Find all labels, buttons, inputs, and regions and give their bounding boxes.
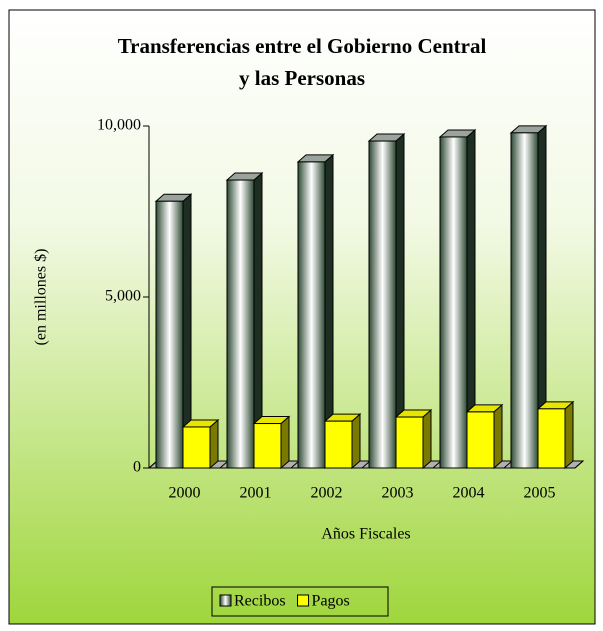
bar-front [439,136,468,469]
legend-swatch [219,594,232,607]
chart-title: Transferencias entre el Gobierno Central [118,34,487,58]
bar [394,408,433,470]
bar [252,415,291,470]
legend-box [211,586,389,617]
x-tick-label: 2000 [169,485,201,502]
x-axis-label: Años Fiscales [321,526,410,543]
bar [536,400,575,470]
x-tick-label: 2001 [240,485,272,502]
bar [323,413,362,470]
y-axis-label: (en millones $) [33,249,50,346]
bar [225,171,264,470]
x-tick-label: 2004 [453,485,485,502]
legend: Recibos Pagos [211,586,389,617]
bar-side [209,418,219,470]
bar-front [510,132,539,469]
y-tick-label: 5,000 [105,288,141,305]
bar [509,124,548,470]
bar-side [564,400,574,470]
bar-front [226,179,255,469]
bar-side [422,408,432,470]
y-tick-label: 10,000 [97,117,141,134]
bar [465,403,504,470]
bar-front [182,426,211,469]
x-tick-label: 2002 [311,485,343,502]
bar-front [466,411,495,469]
x-tick-label: 2003 [382,485,414,502]
bar-front [395,416,424,469]
bar-front [253,423,282,469]
bar-front [155,200,184,469]
bar-front [324,420,353,469]
legend-label: Recibos [234,593,286,610]
bar-front [368,140,397,469]
chart-title: y las Personas [239,66,365,90]
y-tick-label: 0 [133,459,141,476]
bar-side [351,413,361,470]
x-tick [574,460,584,469]
bar-front [537,408,566,469]
bar-side [280,415,290,470]
bar [154,193,193,470]
bar-front [297,161,326,469]
x-tick-label: 2005 [524,485,556,502]
bar [438,128,477,470]
bar [367,132,406,470]
legend-swatch [297,594,310,607]
legend-label: Pagos [312,593,350,610]
bar-side [493,403,503,470]
bar [181,418,220,470]
